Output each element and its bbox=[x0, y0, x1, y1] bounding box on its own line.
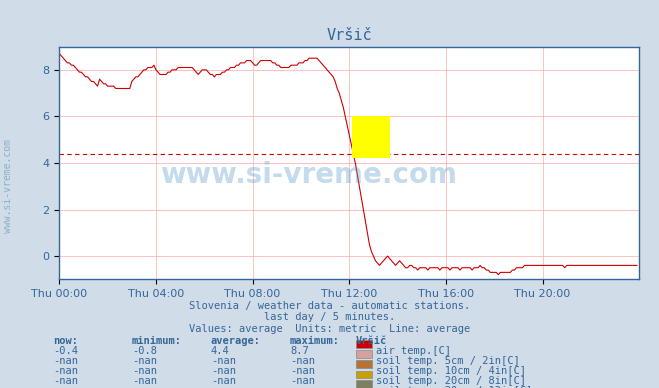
Text: -nan: -nan bbox=[290, 356, 315, 366]
Text: -nan: -nan bbox=[132, 366, 157, 376]
Text: -nan: -nan bbox=[290, 386, 315, 388]
Text: soil temp. 30cm / 12in[C]: soil temp. 30cm / 12in[C] bbox=[376, 386, 532, 388]
Title: Vršič: Vršič bbox=[326, 28, 372, 43]
Text: -nan: -nan bbox=[53, 386, 78, 388]
Text: -nan: -nan bbox=[211, 356, 236, 366]
Text: average:: average: bbox=[211, 336, 261, 346]
Text: last day / 5 minutes.: last day / 5 minutes. bbox=[264, 312, 395, 322]
Text: -0.4: -0.4 bbox=[53, 346, 78, 356]
Text: -nan: -nan bbox=[211, 366, 236, 376]
Text: -nan: -nan bbox=[290, 366, 315, 376]
Text: -nan: -nan bbox=[53, 366, 78, 376]
Text: maximum:: maximum: bbox=[290, 336, 340, 346]
Text: -nan: -nan bbox=[132, 356, 157, 366]
Text: 8.7: 8.7 bbox=[290, 346, 308, 356]
Text: Slovenia / weather data - automatic stations.: Slovenia / weather data - automatic stat… bbox=[189, 301, 470, 311]
FancyBboxPatch shape bbox=[352, 116, 390, 158]
Text: 4.4: 4.4 bbox=[211, 346, 229, 356]
Text: -nan: -nan bbox=[53, 376, 78, 386]
Text: -nan: -nan bbox=[211, 386, 236, 388]
Text: -nan: -nan bbox=[132, 386, 157, 388]
Text: soil temp. 20cm / 8in[C]: soil temp. 20cm / 8in[C] bbox=[376, 376, 526, 386]
Text: Vršič: Vršič bbox=[356, 336, 387, 346]
Text: www.si-vreme.com: www.si-vreme.com bbox=[3, 139, 13, 233]
Text: -nan: -nan bbox=[211, 376, 236, 386]
Text: -nan: -nan bbox=[53, 356, 78, 366]
Text: -0.8: -0.8 bbox=[132, 346, 157, 356]
Text: now:: now: bbox=[53, 336, 78, 346]
Text: air temp.[C]: air temp.[C] bbox=[376, 346, 451, 356]
Text: -nan: -nan bbox=[290, 376, 315, 386]
Text: soil temp. 10cm / 4in[C]: soil temp. 10cm / 4in[C] bbox=[376, 366, 526, 376]
Text: www.si-vreme.com: www.si-vreme.com bbox=[160, 161, 457, 189]
Text: minimum:: minimum: bbox=[132, 336, 182, 346]
Text: -nan: -nan bbox=[132, 376, 157, 386]
Text: Values: average  Units: metric  Line: average: Values: average Units: metric Line: aver… bbox=[189, 324, 470, 334]
Text: soil temp. 5cm / 2in[C]: soil temp. 5cm / 2in[C] bbox=[376, 356, 519, 366]
